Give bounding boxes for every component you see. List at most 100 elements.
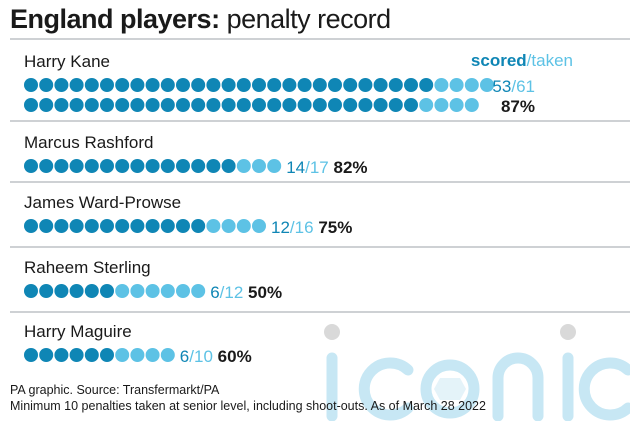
dot-scored (100, 284, 114, 298)
dot-scored (404, 78, 418, 92)
score-fraction: 14/17 82% (286, 158, 367, 177)
dot-missed (206, 219, 221, 233)
dot-scored (84, 284, 99, 298)
dot-scored (221, 98, 236, 112)
dot-missed (449, 98, 464, 112)
dot-scored (373, 78, 388, 92)
dot-scored (69, 348, 84, 362)
dot-scored (267, 98, 282, 112)
dot-scored (160, 78, 175, 92)
title-light: penalty record (226, 4, 392, 34)
dot-scored (206, 159, 221, 173)
legend-taken: taken (531, 51, 573, 70)
dot-scored (100, 159, 114, 173)
dot-missed (236, 159, 251, 173)
dot-scored (130, 219, 145, 233)
dot-missed (434, 78, 449, 92)
dot-scored (221, 78, 236, 92)
legend-scored: scored (471, 51, 527, 70)
dot-missed (145, 284, 160, 298)
dot-scored (84, 78, 99, 92)
dot-scored (130, 159, 145, 173)
dot-scored (24, 219, 38, 233)
chart-title: England players: penalty record (10, 2, 391, 36)
dot-scored (54, 348, 69, 362)
dot-scored (176, 98, 190, 112)
dot-scored (191, 78, 206, 92)
dot-scored (54, 219, 69, 233)
dot-scored (358, 98, 373, 112)
source-note: PA graphic. Source: Transfermarkt/PA (10, 383, 220, 397)
dot-scored (160, 159, 175, 173)
dot-scored (145, 159, 160, 173)
fraction-taken: 61 (516, 77, 535, 96)
dot-scored (297, 98, 312, 112)
score-fraction: 53/61 (492, 77, 535, 96)
dot-scored (100, 78, 114, 92)
dot-scored (84, 219, 99, 233)
fraction-scored: 6 (180, 347, 189, 366)
dot-scored (69, 219, 84, 233)
dot-scored (145, 78, 160, 92)
dot-scored (24, 98, 38, 112)
player-name: Harry Maguire (24, 322, 132, 341)
score-percent: 60% (218, 347, 252, 366)
dot-scored (39, 219, 54, 233)
dot-scored (221, 159, 236, 173)
dot-missed (464, 98, 479, 112)
dot-scored (206, 78, 221, 92)
dot-scored (115, 159, 130, 173)
dot-scored (54, 284, 69, 298)
dot-scored (54, 98, 69, 112)
dot-scored (419, 78, 434, 92)
player-name: James Ward-Prowse (24, 193, 181, 212)
dot-scored (39, 284, 54, 298)
dot-missed (221, 219, 236, 233)
criteria-note: Minimum 10 penalties taken at senior lev… (10, 399, 486, 413)
dot-scored (328, 98, 342, 112)
score-fraction: 6/12 50% (210, 283, 282, 302)
dot-scored (39, 98, 54, 112)
dot-scored (100, 98, 114, 112)
dot-scored (130, 78, 145, 92)
title-bold: England players: (10, 4, 220, 34)
dot-scored (343, 78, 358, 92)
score-fraction: 12/16 75% (271, 218, 352, 237)
dot-missed (252, 159, 266, 173)
dot-missed (480, 78, 494, 92)
dot-scored (267, 78, 282, 92)
dot-scored (160, 98, 175, 112)
dot-scored (84, 159, 99, 173)
dot-missed (115, 284, 130, 298)
fraction-scored: 53 (492, 77, 511, 96)
player-name: Marcus Rashford (24, 133, 153, 152)
dot-missed (252, 219, 266, 233)
dot-missed (160, 284, 175, 298)
fraction-taken: 10 (194, 347, 213, 366)
score-percent: 75% (318, 218, 352, 237)
dot-scored (343, 98, 358, 112)
dot-missed (236, 219, 251, 233)
dot-missed (449, 78, 464, 92)
dot-scored (69, 284, 84, 298)
dot-missed (176, 284, 190, 298)
dot-missed (191, 284, 206, 298)
dot-scored (24, 159, 38, 173)
dot-scored (69, 98, 84, 112)
dot-scored (145, 98, 160, 112)
dot-scored (100, 219, 114, 233)
dot-scored (312, 78, 327, 92)
dot-missed (267, 159, 282, 173)
dot-scored (176, 159, 190, 173)
dot-scored (54, 159, 69, 173)
legend-label: scored/taken (471, 51, 573, 70)
player-name: Harry Kane (24, 52, 110, 71)
dot-scored (84, 348, 99, 362)
dot-scored (312, 98, 327, 112)
dot-scored (252, 78, 266, 92)
dot-scored (328, 78, 342, 92)
fraction-scored: 12 (271, 218, 290, 237)
dot-scored (24, 78, 38, 92)
dot-missed (145, 348, 160, 362)
